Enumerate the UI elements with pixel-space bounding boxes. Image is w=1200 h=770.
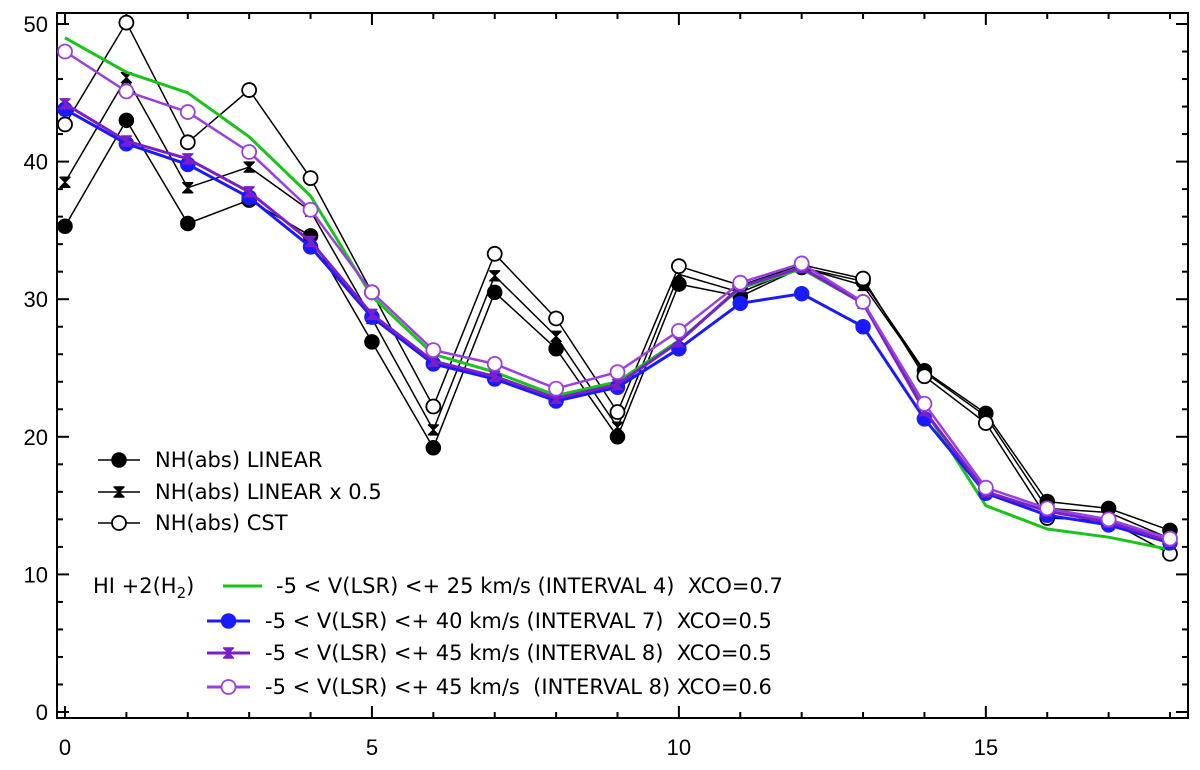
data-point (670, 258, 687, 275)
data-point (855, 270, 871, 287)
legend-marker (220, 613, 237, 629)
data-point (489, 270, 501, 282)
data-point (57, 218, 73, 235)
data-point (732, 295, 749, 312)
y-tick-label: 40 (24, 150, 48, 175)
data-point (670, 322, 687, 339)
legend-label: NH(abs) CST (155, 511, 288, 535)
y-tick-label: 30 (24, 287, 48, 312)
series-line (64, 21, 1171, 555)
data-point (793, 255, 810, 272)
series-line (64, 102, 1171, 543)
data-point (916, 395, 933, 412)
y-tick-label: 0 (36, 700, 48, 725)
legend-group-label: HI +2(H2) (93, 574, 194, 602)
data-point (243, 186, 255, 198)
legend-label: -5 < V(LSR) <+ 45 km/s (INTERVAL 8) XCO=… (265, 675, 772, 699)
legend-entry: NH(abs) CST (98, 511, 288, 535)
x-tick-label: 15 (974, 735, 998, 760)
data-point (1039, 500, 1056, 517)
y-tick-label: 50 (24, 12, 48, 37)
data-point (179, 104, 196, 120)
series-layer (57, 14, 1178, 562)
data-point (118, 83, 135, 100)
legend-label: -5 < V(LSR) <+ 45 km/s (INTERVAL 8) XCO=… (265, 641, 772, 665)
data-point (241, 144, 258, 160)
plot-frame (56, 12, 1189, 719)
data-point (179, 134, 196, 151)
data-point (1162, 530, 1178, 547)
data-point (118, 14, 135, 31)
data-point (550, 330, 562, 343)
data-point (855, 318, 871, 335)
legend-marker (113, 486, 125, 498)
data-point (302, 201, 319, 218)
data-point (180, 215, 196, 232)
data-point (59, 176, 71, 188)
x-tick-label: 10 (667, 735, 691, 760)
legend-marker (111, 515, 127, 531)
data-point (916, 368, 933, 385)
legend-marker (222, 647, 235, 659)
data-point (364, 334, 380, 350)
data-point (855, 294, 871, 310)
data-point (57, 116, 73, 133)
series-3 (57, 14, 1178, 562)
legend-entry: -5 < V(LSR) <+ 40 km/s (INTERVAL 7) XCO=… (207, 609, 772, 633)
data-point (611, 421, 624, 433)
series-2 (59, 71, 1176, 545)
data-point (486, 245, 503, 262)
data-point (59, 98, 71, 110)
axes: 0 10 20 30 40 50 0 5 10 15 (24, 12, 1188, 760)
legend-marker (111, 452, 127, 468)
series-line (64, 107, 1171, 545)
series-7 (57, 43, 1178, 547)
legend-entry: -5 < V(LSR) <+ 45 km/s (INTERVAL 8) XCO=… (207, 675, 772, 699)
data-point (425, 398, 442, 415)
series-line (64, 36, 1171, 552)
data-point (243, 161, 255, 173)
data-point (366, 308, 378, 321)
data-point (304, 235, 317, 248)
legend-label: -5 < V(LSR) <+ 40 km/s (INTERVAL 7) XCO=… (265, 609, 772, 633)
data-point (609, 404, 626, 420)
data-point (302, 170, 319, 187)
data-point (241, 82, 258, 98)
data-point (425, 440, 442, 456)
data-point (120, 135, 133, 147)
legend-marker (220, 679, 237, 695)
series-4 (64, 36, 1171, 552)
legend-label: NH(abs) LINEAR x 0.5 (155, 480, 382, 504)
legend-entry: NH(abs) LINEAR (98, 448, 323, 472)
legend: NH(abs) LINEAR NH(abs) LINEAR x 0.5 NH(abs… (93, 448, 783, 699)
data-point (977, 479, 994, 496)
legend-label: -5 < V(LSR) <+ 25 km/s (INTERVAL 4) XCO=… (276, 574, 783, 598)
legend-entry: NH(abs) LINEAR x 0.5 (98, 480, 382, 504)
data-point (609, 364, 626, 381)
data-point (364, 284, 380, 301)
data-point (118, 112, 135, 129)
y-tick-label: 20 (24, 425, 48, 450)
data-point (486, 355, 503, 372)
legend-entry: -5 < V(LSR) <+ 45 km/s (INTERVAL 8) XCO=… (207, 641, 772, 665)
data-point (1100, 511, 1117, 528)
legend-label: NH(abs) LINEAR (155, 448, 323, 472)
data-point (182, 153, 194, 165)
y-tick-label: 10 (24, 562, 48, 587)
series-1 (57, 112, 1178, 539)
data-point (425, 342, 442, 359)
legend-entry: -5 < V(LSR) <+ 25 km/s (INTERVAL 4) XCO=… (223, 574, 783, 598)
data-point (57, 43, 73, 60)
x-tick-label: 5 (366, 735, 378, 760)
data-point (977, 415, 994, 431)
data-point (427, 424, 440, 436)
data-point (548, 310, 565, 327)
data-point (182, 182, 194, 194)
x-tick-label: 0 (59, 735, 71, 760)
data-point (732, 274, 749, 291)
data-point (548, 380, 565, 397)
data-point (793, 285, 810, 302)
